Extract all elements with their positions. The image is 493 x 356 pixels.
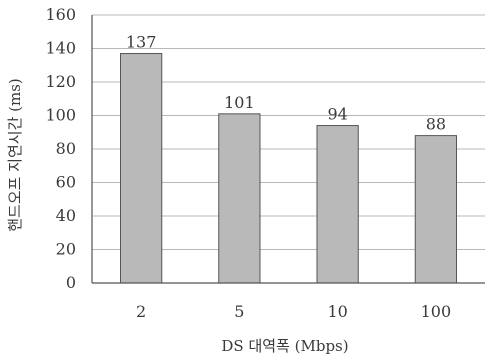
y-tick-label: 60	[56, 173, 76, 192]
y-tick-label: 80	[56, 139, 76, 158]
y-tick-label: 20	[56, 240, 76, 259]
bar	[316, 125, 359, 284]
x-tick-label: 100	[421, 302, 452, 321]
data-label: 88	[426, 115, 446, 134]
data-label: 137	[126, 33, 157, 52]
y-axis-title: 핸드오프 지연시간 (ms)	[6, 78, 24, 232]
x-tick-labels: 2 5 10 100	[136, 302, 451, 321]
bar	[414, 135, 458, 284]
y-tick-label: 120	[45, 72, 76, 91]
y-tick-label: 140	[45, 39, 76, 58]
axes	[91, 15, 485, 284]
y-tick-labels: 0 20 40 60 80 100 120 140 160	[45, 5, 76, 292]
data-label: 101	[224, 93, 255, 112]
data-label: 94	[327, 105, 347, 124]
y-tick-label: 160	[45, 5, 76, 24]
y-tick-label: 40	[56, 206, 76, 225]
bars	[119, 53, 458, 284]
x-axis-title: DS 대역폭 (Mbps)	[221, 337, 348, 355]
x-tick-label: 2	[136, 302, 146, 321]
y-tick-label: 100	[45, 106, 76, 125]
x-tick-label: 5	[234, 302, 244, 321]
data-labels: 137 101 94 88	[126, 33, 446, 134]
x-tick-label: 10	[327, 302, 347, 321]
bar	[218, 113, 261, 284]
bar	[119, 53, 163, 284]
y-tick-label: 0	[66, 273, 76, 292]
